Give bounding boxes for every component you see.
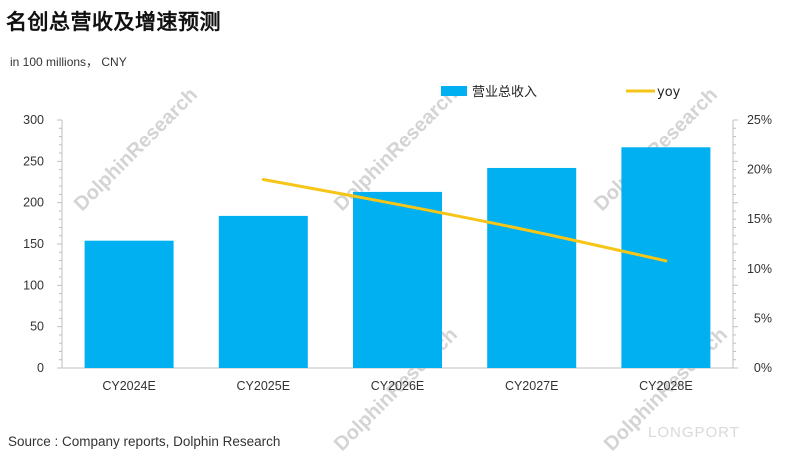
- chart-title: 名创总营收及增速预测: [6, 10, 221, 34]
- bar-cy2024e: [84, 240, 174, 368]
- y-left-tick-label: 150: [23, 237, 44, 251]
- y-right-tick-label: 15%: [747, 212, 772, 226]
- legend-bar-label: 营业总收入: [472, 85, 537, 100]
- y-left-tick-label: 0: [37, 361, 44, 375]
- y-left-tick-label: 50: [30, 320, 44, 334]
- unit-label: in 100 millions， CNY: [10, 55, 127, 69]
- bar-cy2027e: [487, 167, 577, 368]
- x-tick-label: CY2026E: [371, 379, 425, 393]
- y-right-tick-label: 0%: [754, 361, 772, 375]
- bar-cy2025e: [218, 215, 308, 368]
- x-tick-label: CY2025E: [237, 379, 291, 393]
- y-left-tick-label: 250: [23, 154, 44, 168]
- x-tick-label: CY2024E: [102, 379, 156, 393]
- legend-line-label: yoy: [657, 85, 681, 100]
- yoy-line: [261, 178, 668, 263]
- legend-bar-swatch: [441, 86, 467, 96]
- y-right-tick-label: 10%: [747, 262, 772, 276]
- bar-cy2028e: [621, 147, 711, 368]
- y-right-tick-label: 5%: [754, 311, 772, 325]
- y-left-tick-label: 200: [23, 196, 44, 210]
- y-right-tick-label: 20%: [747, 163, 772, 177]
- y-right-tick-label: 25%: [747, 113, 772, 127]
- bar-cy2026e: [353, 191, 442, 368]
- x-tick-label: CY2028E: [639, 379, 693, 393]
- x-tick-label: CY2027E: [505, 379, 559, 393]
- watermark-logo: LONGPORT: [648, 424, 740, 441]
- y-left-tick-label: 300: [23, 113, 44, 127]
- y-left-tick-label: 100: [23, 278, 44, 292]
- source-note: Source : Company reports, Dolphin Resear…: [8, 434, 281, 449]
